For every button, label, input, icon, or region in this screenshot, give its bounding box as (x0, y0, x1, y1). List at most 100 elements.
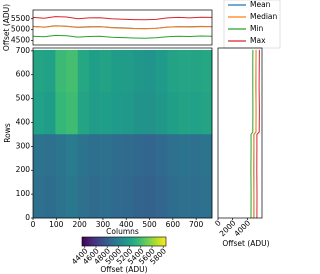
line (32, 25, 213, 30)
heatmap-cell (178, 175, 190, 219)
heatmap-cell (111, 133, 123, 177)
heatmap-cell (77, 91, 90, 135)
heatmap-cell (122, 175, 134, 219)
axes-frame (32, 47, 213, 219)
heatmap-cell (144, 175, 157, 219)
line (32, 16, 213, 21)
y-tick-label: 500 (16, 94, 31, 103)
heatmap-cell (44, 91, 56, 135)
y-axis-label: Offset (ADU) (2, 4, 11, 51)
heatmap-cell (55, 175, 67, 219)
heatmap-cell (66, 49, 79, 93)
heatmap-cell (133, 49, 146, 93)
x-tick-label: 100 (49, 220, 64, 229)
y-tick-label: 4500 (11, 36, 30, 45)
heatmap-cell (77, 49, 90, 93)
y-tick-label: 200 (16, 165, 31, 174)
heatmap-cell (189, 49, 202, 93)
heatmap-cell (189, 133, 202, 177)
line (32, 34, 213, 39)
heatmap-cell (44, 133, 56, 177)
heatmap-cell (88, 49, 101, 93)
heatmap-cell (122, 91, 134, 135)
x-tick-label: 0 (213, 218, 223, 228)
heatmap-cell (200, 91, 213, 135)
y-tick-label: 0 (25, 213, 30, 222)
heatmap-cell (144, 133, 157, 177)
heatmap-cell (33, 91, 45, 135)
heatmap-cell (144, 91, 157, 135)
heatmap-cell (100, 49, 112, 93)
heatmap-cell (77, 175, 90, 219)
heatmap-cell (111, 49, 123, 93)
x-tick-label: 600 (166, 220, 181, 229)
heatmap-cell (200, 49, 213, 93)
heatmap-cell (100, 91, 112, 135)
profile-line (256, 49, 260, 219)
heatmap-cell (100, 133, 112, 177)
x-tick-label: 400 (119, 220, 134, 229)
y-tick-label: 5500 (11, 14, 30, 23)
heatmap-cell (178, 91, 190, 135)
heatmap-cell (178, 133, 190, 177)
axes-frame (217, 47, 263, 219)
x-tick-label: 0 (31, 220, 36, 229)
x-tick-label: 500 (142, 220, 157, 229)
heatmap-cell (100, 175, 112, 219)
x-axis-label: Columns (106, 227, 139, 236)
heatmap-cell (200, 133, 213, 177)
y-tick-label: 100 (16, 189, 31, 198)
heatmap-cell (88, 133, 101, 177)
heatmap-cell (133, 91, 146, 135)
heatmap-cell (55, 91, 67, 135)
y-tick-label: 400 (16, 117, 31, 126)
x-tick-label: 300 (96, 220, 111, 229)
heatmap-cell (122, 49, 134, 93)
x-tick-label: 700 (189, 220, 204, 229)
heatmap-cell (44, 175, 56, 219)
heatmap-cell (156, 175, 168, 219)
heatmap-cell (88, 175, 101, 219)
heatmap-cell (189, 91, 202, 135)
heatmap-cell (66, 175, 79, 219)
legend-label: Max (250, 36, 266, 45)
profile-line (253, 49, 257, 219)
x-tick-label: 200 (72, 220, 87, 229)
heatmap-cell (55, 133, 67, 177)
heatmap-cell (167, 49, 179, 93)
heatmap-cell (55, 49, 67, 93)
heatmap-cell (156, 49, 168, 93)
y-axis-label: Rows (3, 123, 12, 143)
heatmap-cell (33, 49, 45, 93)
y-tick-label: 5000 (11, 25, 30, 34)
heatmap-cell (144, 49, 157, 93)
heatmap-cell (167, 91, 179, 135)
heatmap-cell (133, 175, 146, 219)
heatmap-cell (88, 91, 101, 135)
y-tick-label: 300 (16, 141, 31, 150)
heatmap-cell (178, 49, 190, 93)
heatmap-cell (167, 133, 179, 177)
legend-label: Min (250, 24, 264, 33)
heatmap-cell (189, 175, 202, 219)
y-tick-label: 700 (16, 46, 31, 55)
heatmap-cell (133, 133, 146, 177)
heatmap-cell (66, 91, 79, 135)
heatmap-cell (111, 91, 123, 135)
heatmap-cell (77, 133, 90, 177)
colorbar (81, 236, 167, 247)
x-tick-label: 4000 (232, 218, 252, 238)
heatmap-cell (122, 133, 134, 177)
heatmap-cell (200, 175, 213, 219)
y-tick-label: 600 (16, 70, 31, 79)
legend-label: Median (250, 12, 278, 21)
axes-frame (32, 9, 213, 46)
heatmap-cell (66, 133, 79, 177)
heatmap-cell (33, 133, 45, 177)
colorbar-label: Offset (ADU) (100, 265, 147, 274)
heatmap-cell (111, 175, 123, 219)
legend-label: Mean (250, 0, 271, 9)
heatmap-cell (44, 49, 56, 93)
heatmap-cell (33, 175, 45, 219)
